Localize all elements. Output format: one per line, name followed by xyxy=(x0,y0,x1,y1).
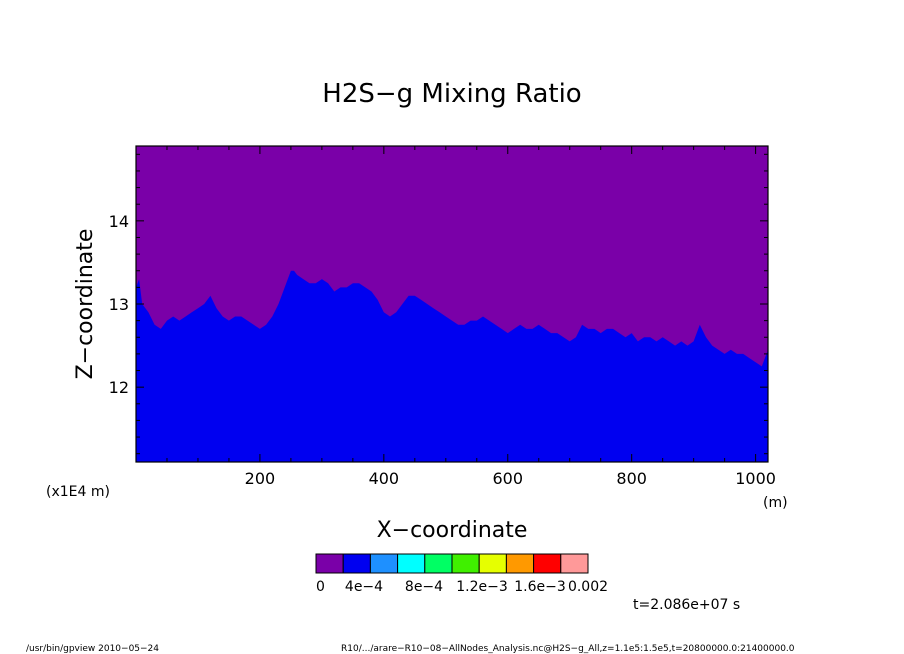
y-tick-label: 14 xyxy=(109,212,129,231)
series-fill-area xyxy=(136,270,768,462)
x-tick-label: 800 xyxy=(616,469,647,488)
plot-area xyxy=(135,145,769,463)
colorbar-label: 1.2e−3 xyxy=(456,579,508,595)
x-axis-ticks: 200 400 600 800 1000 xyxy=(166,146,776,488)
colorbar-label: 0 xyxy=(316,579,325,595)
footer-right: R10/.../arare−R10−08−AllNodes_Analysis.n… xyxy=(341,644,795,654)
colorbar-swatch xyxy=(424,553,453,574)
x-tick-label: 600 xyxy=(492,469,523,488)
colorbar xyxy=(315,553,589,574)
colorbar-swatch xyxy=(451,553,480,574)
colorbar-label: 8e−4 xyxy=(405,579,443,595)
x-tick-label: 200 xyxy=(245,469,276,488)
x-tick-label: 400 xyxy=(369,469,400,488)
chart-title: H2S−g Mixing Ratio xyxy=(322,79,581,109)
colorbar-labels: 0 4e−4 8e−4 1.2e−3 1.6e−3 0.002 xyxy=(316,579,608,595)
colorbar-swatch xyxy=(533,553,562,574)
x-axis-label: X−coordinate xyxy=(377,518,528,543)
colorbar-swatch xyxy=(560,553,589,574)
colorbar-label: 0.002 xyxy=(568,579,608,595)
colorbar-swatch xyxy=(478,553,507,574)
x-unit-label: (m) xyxy=(763,495,788,511)
footer-left: /usr/bin/gpview 2010−05−24 xyxy=(26,644,159,654)
x-tick-label: 1000 xyxy=(735,469,776,488)
colorbar-swatch xyxy=(505,553,535,574)
colorbar-swatch xyxy=(315,553,344,574)
y-tick-label: 12 xyxy=(109,378,129,397)
colorbar-label: 4e−4 xyxy=(345,579,383,595)
colorbar-swatch xyxy=(369,553,399,574)
time-label: t=2.086e+07 s xyxy=(633,597,740,613)
colorbar-label: 1.6e−3 xyxy=(514,579,566,595)
y-tick-label: 13 xyxy=(109,295,129,314)
y-axis-ticks: 12 13 14 xyxy=(109,153,768,455)
y-unit-label: (x1E4 m) xyxy=(46,484,110,500)
y-axis-label: Z−coordinate xyxy=(73,229,98,380)
colorbar-swatch xyxy=(342,553,371,574)
colorbar-swatch xyxy=(397,553,426,574)
